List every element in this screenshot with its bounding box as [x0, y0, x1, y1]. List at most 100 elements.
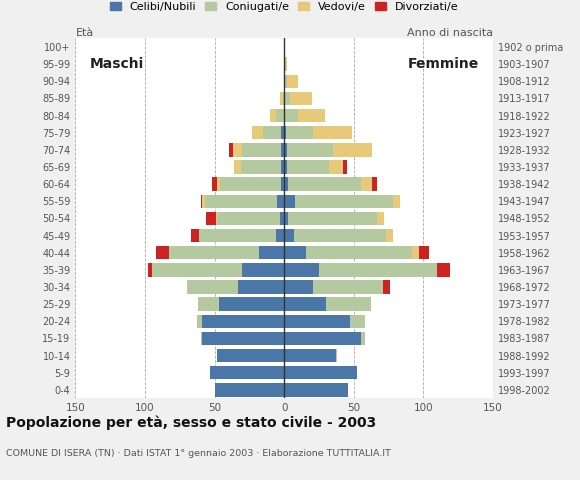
Bar — [276, 229, 284, 242]
Bar — [298, 109, 325, 122]
Bar — [242, 263, 284, 276]
Text: Maschi: Maschi — [89, 57, 144, 71]
Bar — [202, 314, 284, 328]
Bar — [284, 332, 361, 345]
Bar — [212, 178, 218, 191]
Bar — [284, 178, 288, 191]
Bar — [319, 263, 437, 276]
Bar — [288, 212, 378, 225]
Text: Età: Età — [75, 28, 93, 38]
Bar — [383, 280, 390, 294]
Bar — [313, 280, 383, 294]
Bar — [306, 246, 412, 259]
Text: Femmine: Femmine — [408, 57, 479, 71]
Bar — [263, 126, 281, 139]
Bar — [198, 298, 219, 311]
Bar — [284, 263, 319, 276]
Bar — [156, 246, 169, 259]
Bar — [283, 92, 284, 105]
Bar — [284, 74, 287, 88]
Bar — [229, 143, 233, 156]
Bar — [350, 314, 365, 328]
Bar — [288, 178, 361, 191]
Bar — [284, 212, 288, 225]
Legend: Celibi/Nubili, Coniugati/e, Vedovi/e, Divorziati/e: Celibi/Nubili, Coniugati/e, Vedovi/e, Di… — [106, 0, 463, 16]
Bar — [284, 194, 295, 208]
Bar — [281, 126, 284, 139]
Bar — [201, 332, 202, 345]
Bar — [259, 246, 284, 259]
Bar — [284, 366, 357, 379]
Bar — [287, 143, 333, 156]
Bar — [326, 298, 371, 311]
Bar — [284, 160, 287, 174]
Bar — [284, 92, 290, 105]
Bar — [281, 143, 284, 156]
Bar — [284, 109, 298, 122]
Bar — [218, 349, 284, 362]
Bar — [284, 143, 287, 156]
Bar — [201, 194, 202, 208]
Bar — [295, 194, 393, 208]
Bar — [285, 58, 287, 71]
Bar — [281, 160, 284, 174]
Bar — [284, 58, 285, 71]
Bar — [206, 212, 216, 225]
Bar — [284, 229, 294, 242]
Text: Anno di nascita: Anno di nascita — [407, 28, 493, 38]
Bar — [281, 178, 284, 191]
Bar — [393, 194, 400, 208]
Bar — [270, 109, 276, 122]
Bar — [191, 229, 200, 242]
Bar — [218, 178, 220, 191]
Bar — [419, 246, 429, 259]
Bar — [148, 263, 152, 276]
Bar — [152, 263, 242, 276]
Bar — [378, 212, 385, 225]
Bar — [215, 383, 284, 396]
Bar — [200, 229, 276, 242]
Bar — [205, 194, 277, 208]
Bar — [219, 298, 284, 311]
Bar — [284, 298, 326, 311]
Bar — [361, 332, 365, 345]
Bar — [284, 349, 336, 362]
Bar — [202, 194, 205, 208]
Bar — [329, 160, 343, 174]
Bar — [285, 126, 313, 139]
Bar — [211, 366, 284, 379]
Text: COMUNE DI ISERA (TN) · Dati ISTAT 1° gennaio 2003 · Elaborazione TUTTITALIA.IT: COMUNE DI ISERA (TN) · Dati ISTAT 1° gen… — [6, 449, 391, 458]
Bar — [276, 109, 284, 122]
Bar — [220, 178, 281, 191]
Bar — [197, 314, 202, 328]
Bar — [280, 92, 283, 105]
Bar — [412, 246, 419, 259]
Bar — [437, 263, 450, 276]
Bar — [290, 92, 312, 105]
Bar — [284, 126, 285, 139]
Bar — [284, 246, 306, 259]
Bar — [361, 178, 372, 191]
Bar — [238, 280, 284, 294]
Bar — [169, 246, 259, 259]
Bar — [277, 194, 284, 208]
Bar — [284, 314, 350, 328]
Bar — [233, 143, 242, 156]
Bar — [187, 280, 238, 294]
Bar — [313, 126, 353, 139]
Bar — [218, 212, 280, 225]
Bar — [287, 160, 329, 174]
Bar — [386, 229, 393, 242]
Bar — [241, 160, 281, 174]
Bar — [216, 212, 218, 225]
Bar — [234, 160, 241, 174]
Bar — [372, 178, 378, 191]
Bar — [294, 229, 386, 242]
Bar — [287, 74, 298, 88]
Bar — [284, 383, 348, 396]
Bar — [333, 143, 372, 156]
Bar — [242, 143, 281, 156]
Bar — [252, 126, 263, 139]
Bar — [336, 349, 337, 362]
Bar — [280, 212, 284, 225]
